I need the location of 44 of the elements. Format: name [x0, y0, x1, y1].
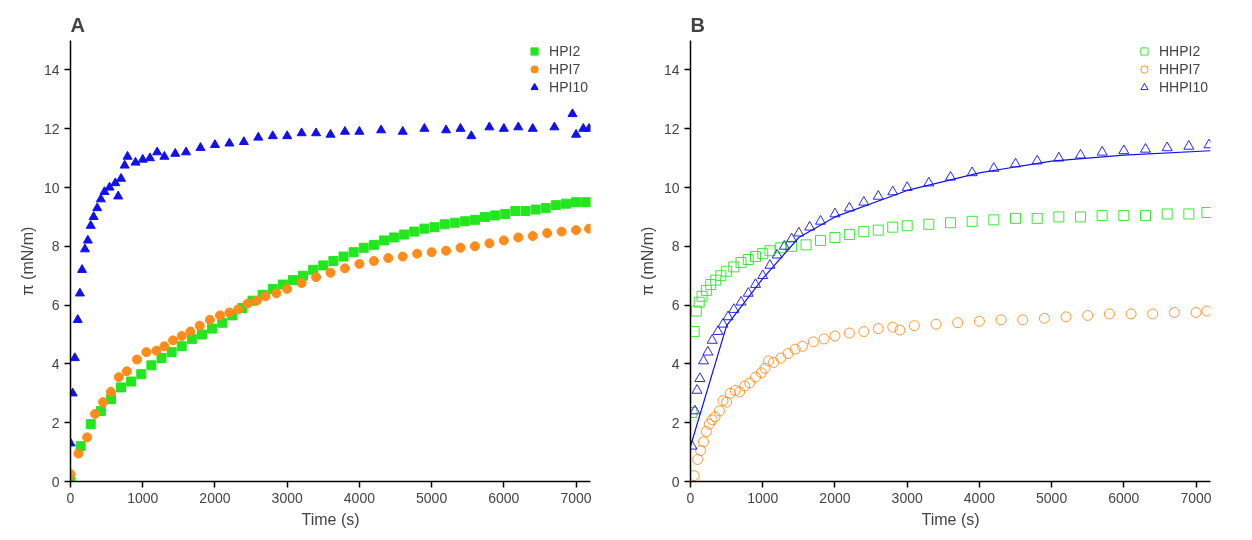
- x-tick-label: 6000: [488, 489, 520, 506]
- x-tick-label: 3000: [271, 489, 303, 506]
- y-tick-label: 2: [671, 414, 680, 431]
- x-axis-title: Time (s): [301, 510, 360, 528]
- y-axis-title: π (mN/m): [638, 226, 656, 296]
- y-axis-title: π (mN/m): [18, 226, 36, 296]
- x-tick-label: 4000: [343, 489, 376, 506]
- y-tick-label: 10: [663, 179, 680, 196]
- x-tick-label: 6000: [1108, 489, 1140, 506]
- x-tick-label: 7000: [1180, 489, 1212, 506]
- y-tick-label: 14: [43, 61, 60, 78]
- x-tick-label: 0: [66, 489, 75, 506]
- y-tick-label: 8: [671, 238, 680, 255]
- y-tick-label: 8: [51, 238, 60, 255]
- x-tick-label: 2000: [199, 489, 231, 506]
- y-tick-label: 12: [663, 120, 680, 137]
- legend-label: HPI2: [549, 42, 581, 60]
- y-tick-label: 2: [51, 414, 60, 431]
- y-tick-label: 6: [51, 297, 60, 314]
- x-tick-label: 0: [686, 489, 695, 506]
- x-tick-label: 7000: [560, 489, 592, 506]
- legend-label: HPI10: [549, 78, 588, 96]
- y-tick-label: 6: [671, 297, 680, 314]
- y-tick-label: 12: [43, 120, 60, 137]
- x-tick-label: 2000: [819, 489, 851, 506]
- x-tick-label: 5000: [1036, 489, 1068, 506]
- y-tick-label: 0: [671, 473, 680, 490]
- x-tick-label: 1000: [747, 489, 779, 506]
- y-tick-label: 0: [51, 473, 60, 490]
- x-tick-label: 3000: [891, 489, 923, 506]
- x-tick-label: 1000: [127, 489, 159, 506]
- x-tick-label: 4000: [963, 489, 996, 506]
- x-tick-label: 5000: [416, 489, 448, 506]
- legend-label: HPI7: [549, 60, 581, 78]
- y-tick-label: 4: [51, 355, 60, 372]
- y-tick-label: 10: [43, 179, 60, 196]
- legend-label: HHPI7: [1158, 60, 1201, 78]
- y-tick-label: 4: [671, 355, 680, 372]
- legend-label: HHPI10: [1158, 78, 1208, 96]
- chart-title: A: [70, 13, 85, 36]
- y-tick-label: 14: [663, 61, 680, 78]
- chart-title: B: [690, 13, 705, 36]
- x-axis-title: Time (s): [921, 510, 980, 528]
- legend-label: HHPI2: [1158, 42, 1201, 60]
